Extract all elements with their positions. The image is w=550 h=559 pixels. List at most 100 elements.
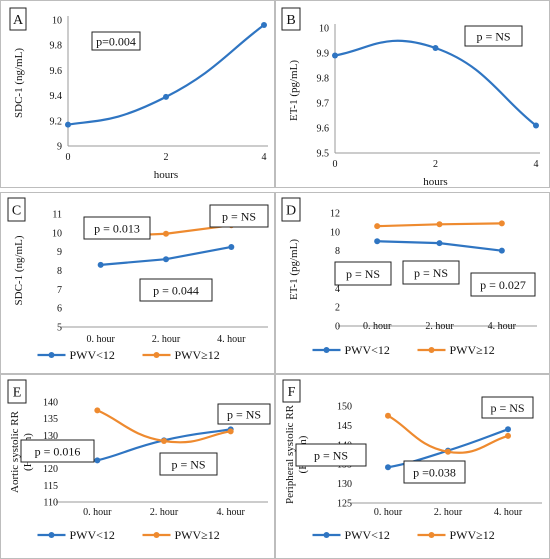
y-tick-label: 9 bbox=[57, 142, 62, 153]
data-point bbox=[374, 223, 381, 230]
y-tick-label: 9.2 bbox=[50, 116, 63, 127]
x-tick-label: 0. hour bbox=[86, 334, 115, 345]
p-value-box bbox=[91, 31, 141, 51]
y-tick-label: 12 bbox=[330, 209, 340, 220]
y-tick-label: 125 bbox=[337, 499, 352, 510]
panel-letter: D bbox=[286, 204, 296, 219]
panel-a: 9 9.2 9.4 9.6 9.8 10 0 2 4 hours SDC-1 (ng/mL) Ap=0… bbox=[0, 0, 275, 188]
panel-border bbox=[0, 374, 275, 559]
y-tick-label: 9.4 bbox=[50, 91, 63, 102]
legend-label: PWV<12 bbox=[345, 528, 390, 542]
panel-letter-box bbox=[7, 197, 26, 222]
y-tick-label: 6 bbox=[57, 304, 62, 315]
data-point bbox=[94, 407, 101, 414]
p-value-box bbox=[470, 272, 536, 297]
p-value-label: p = NS bbox=[227, 408, 261, 422]
y-tick-label: 120 bbox=[43, 464, 58, 475]
y-tick-label: 9.8 bbox=[317, 74, 330, 85]
x-tick-label: 0 bbox=[66, 152, 71, 163]
x-tick-label: 4. hour bbox=[488, 321, 517, 332]
legend-label: PWV≥12 bbox=[450, 528, 495, 542]
panel-border bbox=[0, 192, 275, 374]
data-point bbox=[97, 261, 104, 268]
panel-c: 5 6 7 8 9 10 11 0. hour 2. hour 4. hour SDC-1 (ng/… bbox=[0, 192, 275, 374]
data-point bbox=[163, 93, 169, 100]
p-value-box bbox=[481, 396, 534, 419]
legend-swatch-dot bbox=[428, 532, 435, 538]
y-tick-label: 9.7 bbox=[317, 99, 330, 110]
y-tick-label: 2 bbox=[335, 303, 340, 314]
panel-letter-box bbox=[281, 197, 301, 222]
p-value-box bbox=[217, 403, 271, 425]
legend-label: PWV<12 bbox=[345, 343, 390, 357]
panel-letter: A bbox=[13, 13, 24, 28]
x-tick-label: 0 bbox=[333, 159, 338, 170]
y-tick-label: 7 bbox=[57, 285, 62, 296]
y-tick-label: 130 bbox=[43, 431, 58, 442]
data-point bbox=[163, 230, 169, 237]
p-value-label: p = 0.013 bbox=[94, 222, 140, 236]
data-point bbox=[533, 122, 539, 129]
legend-label: PWV≥12 bbox=[175, 528, 220, 542]
legend-swatch-dot bbox=[428, 347, 435, 353]
x-tick-label: 4. hour bbox=[494, 507, 523, 518]
y-tick-label: 10 bbox=[319, 24, 329, 35]
data-point bbox=[432, 45, 439, 51]
data-point bbox=[261, 22, 267, 29]
data-point bbox=[332, 52, 338, 59]
y-tick-label: 135 bbox=[43, 414, 58, 425]
y-tick-label: 9.8 bbox=[50, 41, 63, 52]
panel-border bbox=[0, 0, 275, 188]
x-tick-label: 2. hour bbox=[425, 321, 454, 332]
x-tick-label: 2. hour bbox=[434, 507, 463, 518]
p-value-label: p =0.038 bbox=[413, 466, 456, 480]
y-axis-label: Peripheral systolic RR bbox=[284, 404, 296, 504]
y-tick-label: 115 bbox=[43, 481, 58, 492]
x-tick-label: 2 bbox=[164, 152, 169, 163]
x-tick-label: 2 bbox=[433, 159, 438, 170]
p-value-label: p = NS bbox=[490, 401, 524, 415]
data-point bbox=[498, 247, 505, 254]
panel-letter-box bbox=[9, 7, 27, 31]
x-tick-label: 0. hour bbox=[363, 321, 392, 332]
p-value-box bbox=[159, 452, 218, 476]
y-tick-label: 130 bbox=[337, 479, 352, 490]
y-axis-label: SDC-1 (ng/mL) bbox=[13, 48, 25, 118]
x-tick-label: 0. hour bbox=[374, 507, 403, 518]
legend-swatch-dot bbox=[153, 352, 160, 358]
y-tick-label: 10 bbox=[52, 16, 62, 27]
x-axis-label: hours bbox=[423, 176, 447, 188]
y-axis-label: SDC-1 (ng/mL) bbox=[13, 235, 25, 305]
legend-label: PWV≥12 bbox=[175, 348, 220, 362]
y-tick-label: 8 bbox=[335, 246, 340, 257]
data-point bbox=[498, 220, 505, 227]
data-point bbox=[445, 448, 451, 455]
p-value-box bbox=[20, 439, 95, 463]
y-axis-label: Aortic systolic RR bbox=[9, 410, 21, 493]
data-point bbox=[385, 464, 391, 471]
y-tick-label: 4 bbox=[335, 284, 340, 295]
x-tick-label: 2. hour bbox=[152, 334, 181, 345]
panel-letter: C bbox=[12, 204, 21, 219]
p-value-box bbox=[139, 278, 213, 302]
p-value-label: p=0.004 bbox=[96, 35, 136, 49]
y-tick-label: 9.6 bbox=[50, 66, 63, 77]
y-axis-label: ET-1 (pg/mL) bbox=[288, 60, 300, 121]
y-tick-label: 11 bbox=[52, 210, 62, 221]
data-point bbox=[161, 438, 167, 444]
p-value-label: p = 0.027 bbox=[480, 278, 526, 292]
x-tick-label: 4. hour bbox=[217, 334, 246, 345]
p-value-box bbox=[209, 204, 269, 228]
data-point bbox=[505, 426, 511, 433]
y-tick-label: 9.6 bbox=[317, 124, 330, 135]
p-value-box bbox=[295, 443, 367, 467]
data-point bbox=[227, 428, 234, 435]
legend-swatch-dot bbox=[48, 352, 55, 358]
p-value-label: p = 0.044 bbox=[153, 284, 199, 298]
p-value-box bbox=[464, 25, 523, 47]
x-tick-label: 4 bbox=[262, 152, 267, 163]
legend-swatch-dot bbox=[323, 347, 330, 353]
